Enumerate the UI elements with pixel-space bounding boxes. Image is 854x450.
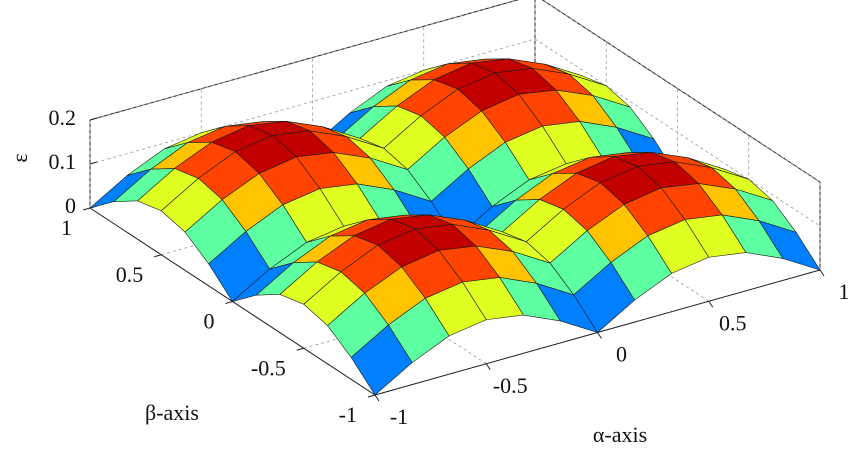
y-tick	[296, 347, 304, 351]
x-tick-label: -0.5	[493, 373, 528, 398]
grid-line	[534, 38, 821, 227]
grid-line	[89, 38, 536, 165]
y-tick-label: -1	[339, 402, 357, 427]
y-tick-label: 0.5	[116, 262, 144, 287]
x-axis-label: α-axis	[593, 422, 647, 447]
y-tick	[225, 301, 233, 304]
grid-line	[89, 0, 519, 121]
z-tick-label: 0	[65, 193, 76, 218]
y-tick	[367, 394, 376, 398]
x-tick-label: 0.5	[719, 310, 747, 335]
x-tick	[708, 300, 714, 308]
x-tick	[597, 332, 602, 339]
x-tick	[485, 363, 491, 371]
x-tick	[374, 394, 380, 402]
y-axis-label: β-axis	[145, 400, 199, 425]
y-tick-label: 0	[204, 309, 215, 334]
x-tick	[819, 269, 825, 277]
y-tick-label: -0.5	[251, 355, 286, 380]
x-tick-label: 1	[839, 279, 850, 304]
x-tick-label: -1	[390, 404, 408, 429]
z-tick	[89, 117, 98, 121]
y-tick	[82, 207, 91, 211]
z-tick	[89, 161, 98, 165]
z-tick-label: 0.2	[49, 105, 77, 130]
z-axis-label: ε	[7, 153, 32, 162]
x-tick-label: 0	[616, 342, 627, 367]
grid-line	[541, 0, 821, 183]
y-tick-label: 1	[61, 215, 72, 240]
z-tick-label: 0.1	[49, 149, 77, 174]
surface-patch	[350, 324, 413, 396]
y-tick	[154, 254, 162, 258]
